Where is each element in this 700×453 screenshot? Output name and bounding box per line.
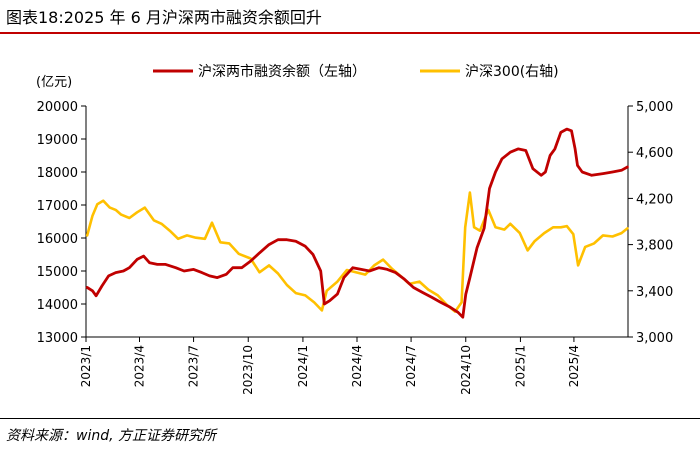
right-tick-label: 4,600 — [636, 146, 673, 161]
left-tick-label: 13000 — [37, 331, 78, 346]
x-tick-label: 2023/10 — [241, 345, 255, 395]
right-tick-label: 3,000 — [636, 331, 673, 346]
left-tick-label: 20000 — [37, 100, 78, 115]
x-tick-label: 2024/7 — [404, 345, 418, 387]
series-line-right — [85, 191, 629, 313]
x-tick-label: 2025/1 — [513, 345, 527, 387]
x-tick-label: 2025/4 — [567, 345, 581, 387]
source-note: 资料来源：wind, 方正证券研究所 — [6, 428, 216, 444]
right-axis: 5,000 4,600 4,200 3,800 3,400 3,000 — [627, 100, 673, 346]
figure-title: 图表18:2025 年 6 月沪深两市融资余额回升 — [6, 8, 322, 27]
x-tick-label: 2023/1 — [79, 345, 93, 387]
x-tick-label: 2024/1 — [296, 345, 310, 387]
left-axis: 20000 19000 18000 17000 16000 15000 14000 13000 — [37, 100, 87, 346]
x-tick-label: 2023/7 — [187, 345, 201, 387]
legend-label-left-series: 沪深两市融资余额（左轴） — [198, 63, 366, 80]
right-tick-label: 3,400 — [636, 285, 673, 300]
legend-label-right-series: 沪深300(右轴) — [465, 64, 559, 80]
legend: 沪深两市融资余额（左轴） 沪深300(右轴) — [153, 63, 559, 80]
left-axis-unit-label: (亿元) — [36, 75, 72, 90]
left-tick-label: 14000 — [37, 298, 78, 313]
source-rule — [0, 418, 700, 419]
series-line-left — [85, 127, 629, 319]
left-tick-label: 19000 — [37, 133, 78, 148]
x-tick-label: 2024/4 — [350, 345, 364, 387]
right-tick-label: 5,000 — [636, 100, 673, 115]
series-layer — [85, 127, 629, 319]
left-tick-label: 16000 — [37, 232, 78, 247]
x-tick-label: 2023/4 — [132, 345, 146, 387]
left-tick-label: 15000 — [37, 265, 78, 280]
left-tick-label: 18000 — [37, 166, 78, 181]
x-axis: 2023/1 2023/4 2023/7 2023/10 2024/1 2024/4 202… — [79, 336, 628, 395]
left-tick-label: 17000 — [37, 199, 78, 214]
right-tick-label: 3,800 — [636, 239, 673, 254]
x-tick-label: 2024/10 — [459, 345, 473, 395]
right-tick-label: 4,200 — [636, 192, 673, 207]
title-rule — [0, 32, 700, 34]
